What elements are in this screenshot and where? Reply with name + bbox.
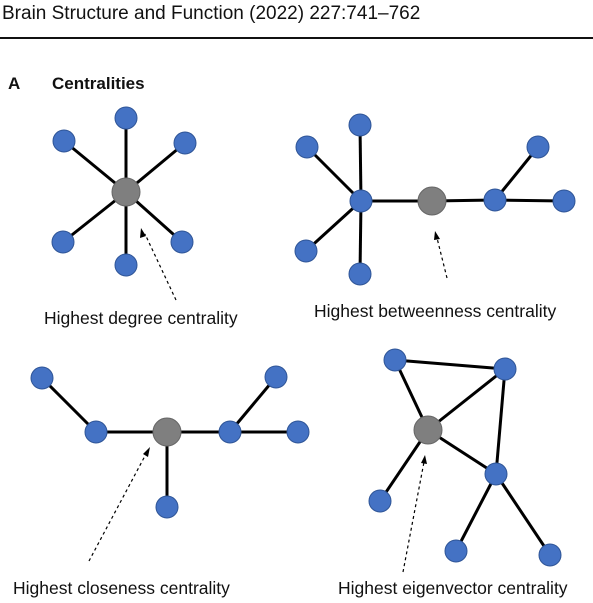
- journal-header: Brain Structure and Function (2022) 227:…: [2, 3, 421, 24]
- node-hub: [483, 188, 507, 212]
- caption-closeness: Highest closeness centrality: [13, 578, 230, 598]
- edge: [228, 376, 278, 433]
- node-peripheral: [493, 357, 517, 381]
- edge: [494, 198, 565, 203]
- graph-degree: Highest degree centrality: [44, 106, 238, 328]
- node-central: [413, 415, 443, 445]
- panel-label: A: [8, 74, 20, 93]
- pointer-arrow: [144, 233, 177, 301]
- graph-eigenvector-edges: [378, 358, 552, 556]
- pointer-arrow-head: [421, 455, 427, 464]
- node-peripheral: [155, 495, 179, 519]
- node-peripheral: [444, 539, 468, 563]
- node-peripheral: [348, 262, 372, 286]
- node-peripheral: [264, 365, 288, 389]
- node-peripheral: [114, 253, 138, 277]
- node-peripheral: [538, 543, 562, 567]
- node-hub: [84, 420, 108, 444]
- edge: [394, 358, 506, 371]
- node-hub: [218, 420, 242, 444]
- caption-eigenvector: Highest eigenvector centrality: [338, 578, 568, 598]
- node-central: [111, 177, 141, 207]
- pointer-arrow: [88, 453, 147, 562]
- graph-closeness: Highest closeness centrality: [13, 365, 310, 598]
- caption-betweenness: Highest betweenness centrality: [314, 301, 556, 321]
- edge: [305, 145, 363, 203]
- edge: [494, 473, 552, 556]
- node-peripheral: [383, 348, 407, 372]
- node-peripheral: [30, 366, 54, 390]
- node-peripheral: [348, 113, 372, 137]
- node-peripheral: [51, 230, 75, 254]
- edge: [358, 124, 363, 202]
- edge: [304, 199, 363, 253]
- node-peripheral: [368, 489, 392, 513]
- node-peripheral: [294, 239, 318, 263]
- node-peripheral: [114, 106, 138, 130]
- pointer-arrow: [402, 461, 425, 573]
- node-hub: [349, 189, 373, 213]
- pointer-arrow-head: [140, 228, 146, 238]
- caption-degree: Highest degree centrality: [44, 308, 238, 328]
- node-peripheral: [170, 230, 194, 254]
- panel-title: Centralities: [52, 74, 145, 93]
- pointer-arrow: [436, 237, 448, 279]
- node-peripheral: [295, 135, 319, 159]
- edge: [358, 200, 363, 275]
- pointer-arrow-head: [434, 231, 440, 240]
- node-peripheral: [286, 420, 310, 444]
- edge: [494, 368, 507, 475]
- node-peripheral: [552, 189, 576, 213]
- node-central: [152, 417, 182, 447]
- header-rule: [0, 37, 593, 39]
- graph-betweenness: Highest betweenness centrality: [294, 113, 576, 321]
- node-peripheral: [526, 135, 550, 159]
- graph-eigenvector: Highest eigenvector centrality: [338, 348, 568, 598]
- node-peripheral: [52, 129, 76, 153]
- node-peripheral: [173, 131, 197, 155]
- edge: [454, 473, 498, 552]
- node-central: [417, 186, 447, 216]
- pointer-arrow-head: [143, 447, 150, 457]
- node-hub: [484, 462, 508, 486]
- edge: [427, 367, 506, 432]
- edge: [40, 376, 98, 434]
